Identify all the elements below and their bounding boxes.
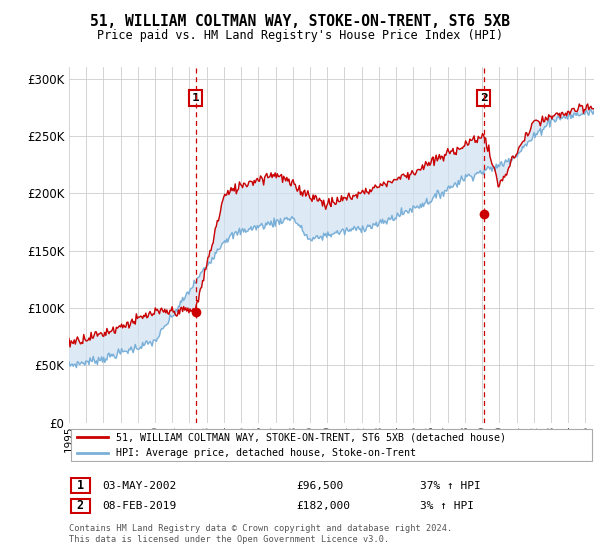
FancyBboxPatch shape [71, 498, 90, 513]
Text: 3% ↑ HPI: 3% ↑ HPI [420, 501, 474, 511]
Text: 51, WILLIAM COLTMAN WAY, STOKE-ON-TRENT, ST6 5XB (detached house): 51, WILLIAM COLTMAN WAY, STOKE-ON-TRENT,… [116, 432, 506, 442]
Text: Contains HM Land Registry data © Crown copyright and database right 2024.: Contains HM Land Registry data © Crown c… [69, 524, 452, 533]
Text: 1: 1 [191, 93, 199, 103]
Text: 37% ↑ HPI: 37% ↑ HPI [420, 480, 481, 491]
Text: 51, WILLIAM COLTMAN WAY, STOKE-ON-TRENT, ST6 5XB: 51, WILLIAM COLTMAN WAY, STOKE-ON-TRENT,… [90, 14, 510, 29]
Text: 2: 2 [77, 499, 84, 512]
FancyBboxPatch shape [71, 478, 90, 493]
Text: £96,500: £96,500 [296, 480, 343, 491]
Text: HPI: Average price, detached house, Stoke-on-Trent: HPI: Average price, detached house, Stok… [116, 449, 416, 458]
Text: 08-FEB-2019: 08-FEB-2019 [102, 501, 176, 511]
Text: This data is licensed under the Open Government Licence v3.0.: This data is licensed under the Open Gov… [69, 535, 389, 544]
Text: 2: 2 [480, 93, 488, 103]
Text: Price paid vs. HM Land Registry's House Price Index (HPI): Price paid vs. HM Land Registry's House … [97, 29, 503, 42]
Text: £182,000: £182,000 [296, 501, 350, 511]
Text: 03-MAY-2002: 03-MAY-2002 [102, 480, 176, 491]
Text: 1: 1 [77, 479, 84, 492]
FancyBboxPatch shape [71, 428, 592, 461]
